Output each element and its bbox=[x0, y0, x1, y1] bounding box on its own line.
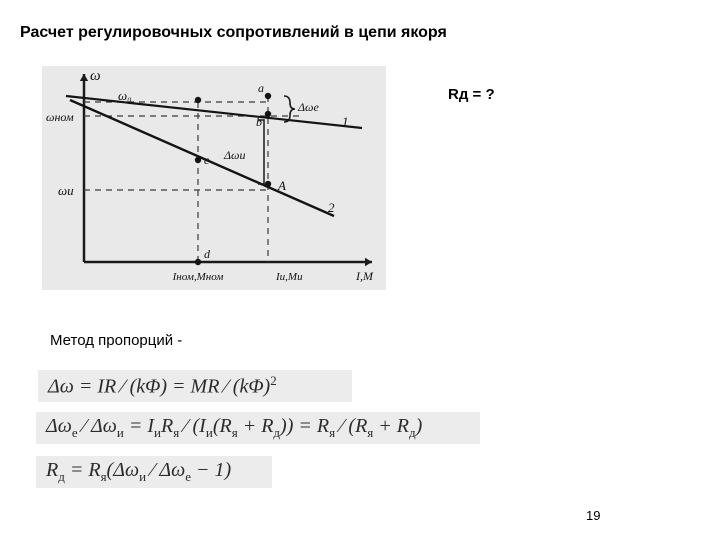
formula-3: Rд = Rя(Δωи ⁄ Δωе − 1) bbox=[36, 456, 272, 488]
formula-2: Δωе ⁄ Δωи = IиRя ⁄ (Iи(Rя + Rд)) = Rя ⁄ … bbox=[36, 412, 480, 444]
formula-1-text: Δω = IR ⁄ (kΦ) = MR ⁄ (kΦ)2 bbox=[48, 373, 277, 399]
svg-text:Δωe: Δωe bbox=[297, 100, 320, 114]
svg-text:1: 1 bbox=[342, 114, 349, 129]
page-number: 19 bbox=[586, 508, 600, 523]
svg-text:a: a bbox=[258, 81, 264, 95]
svg-text:ω: ω bbox=[90, 68, 101, 84]
page-title: Расчет регулировочных сопротивлений в це… bbox=[20, 24, 447, 42]
svg-text:ωном: ωном bbox=[46, 110, 74, 124]
svg-text:I,M: I,M bbox=[355, 269, 374, 283]
eq-question: Rд = ? bbox=[448, 86, 495, 103]
svg-text:2: 2 bbox=[328, 200, 335, 215]
svg-text:ωи: ωи bbox=[58, 183, 74, 198]
svg-text:d: d bbox=[204, 247, 211, 261]
chart-area: ω ω₀ ωном ωи a b c Ad Δωe Δωи 1 2 Iном,Mном Iи,Mи I,M bbox=[42, 66, 386, 290]
svg-text:b: b bbox=[256, 115, 262, 129]
method-label: Метод пропорций - bbox=[50, 332, 182, 349]
svg-text:Iи,Mи: Iи,Mи bbox=[275, 271, 303, 283]
chart-svg: ω ω₀ ωном ωи a b c Ad Δωe Δωи 1 2 Iном,Mном Iи,Mи I,M bbox=[42, 66, 386, 290]
svg-text:Iном,Mном: Iном,Mном bbox=[172, 271, 224, 283]
svg-text:ω₀: ω₀ bbox=[118, 88, 132, 103]
svg-text:c: c bbox=[204, 153, 210, 167]
formula-2-text: Δωе ⁄ Δωи = IиRя ⁄ (Iи(Rя + Rд)) = Rя ⁄ … bbox=[46, 415, 422, 441]
formula-1: Δω = IR ⁄ (kΦ) = MR ⁄ (kΦ)2 bbox=[38, 370, 352, 402]
formula-3-text: Rд = Rя(Δωи ⁄ Δωе − 1) bbox=[46, 459, 231, 485]
svg-text:Δωи: Δωи bbox=[223, 148, 246, 162]
svg-text:A: A bbox=[277, 178, 286, 193]
